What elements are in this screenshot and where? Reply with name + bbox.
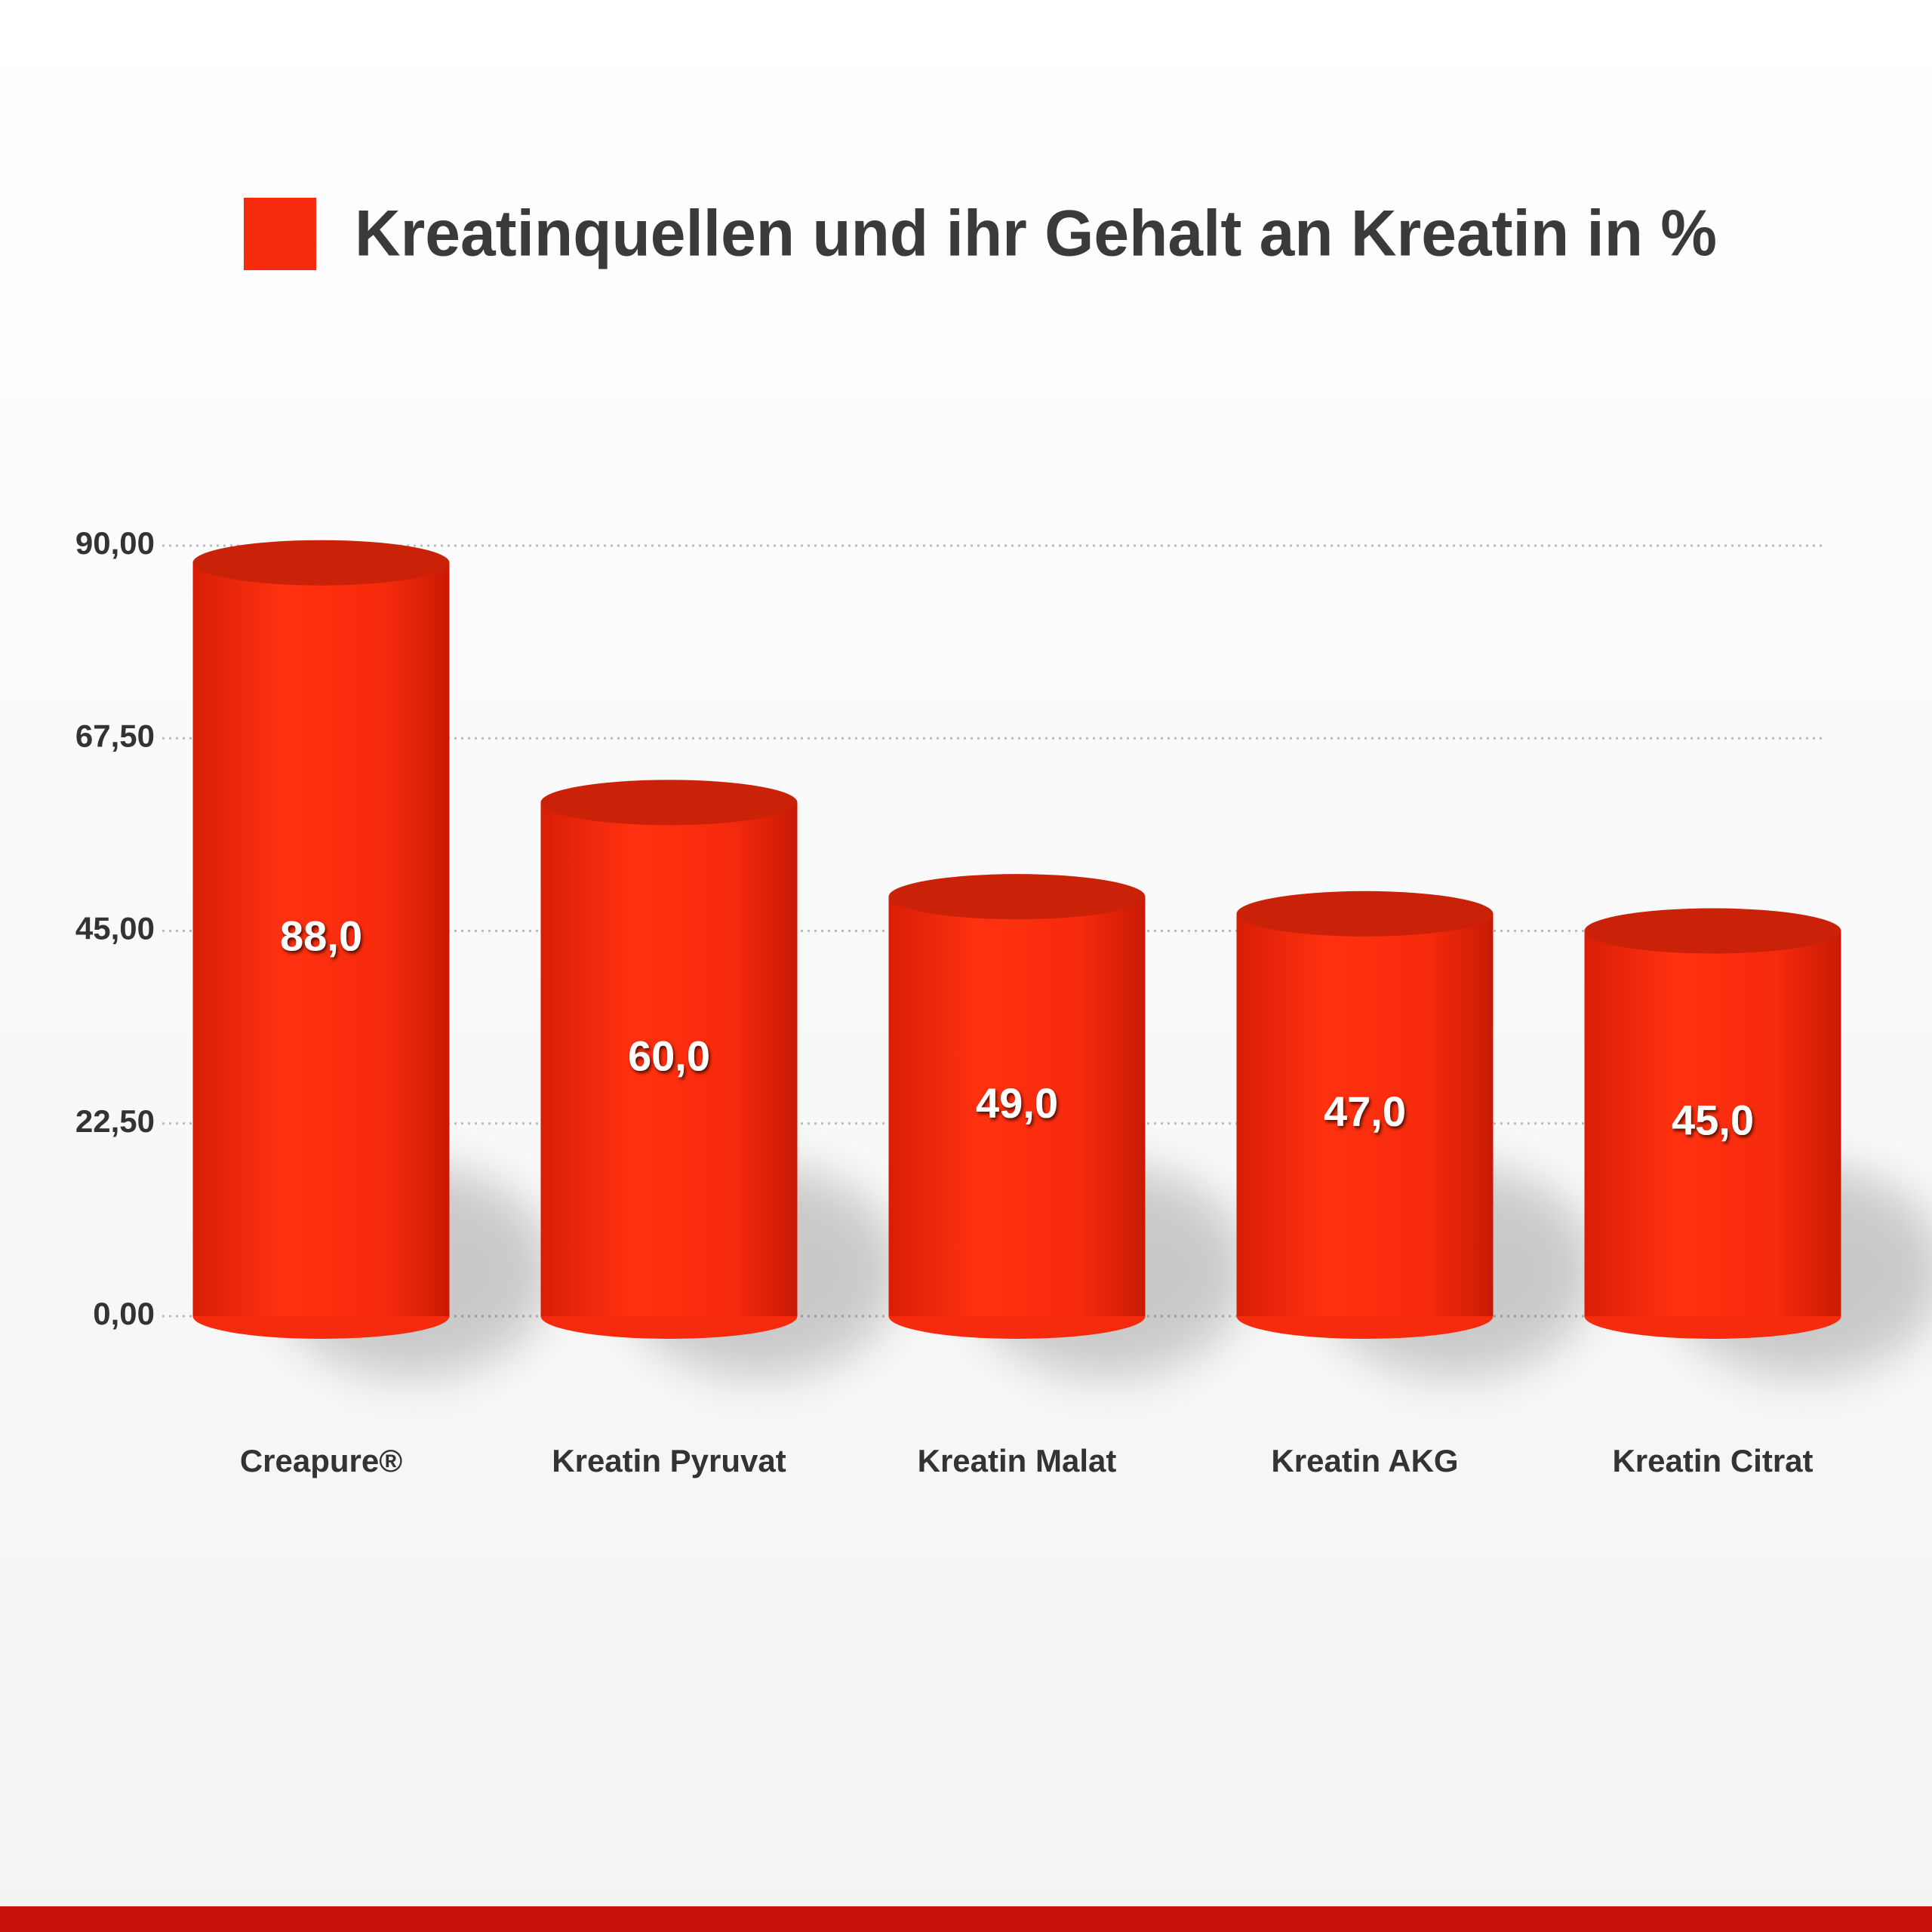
x-tick-label: Kreatin Pyruvat (552, 1443, 786, 1478)
y-tick-label: 0,00 (93, 1296, 155, 1331)
bar-top (192, 540, 450, 586)
value-label: 88,0 (280, 912, 362, 960)
x-tick-label: Kreatin Citrat (1612, 1443, 1813, 1478)
bar (1236, 913, 1494, 1316)
x-tick-label: Kreatin AKG (1271, 1443, 1458, 1478)
value-label: 47,0 (1324, 1088, 1406, 1135)
y-tick-label: 90,00 (75, 525, 155, 561)
bar-top (1584, 908, 1841, 954)
footer-bar (0, 1906, 1932, 1932)
bar (540, 802, 798, 1316)
legend: Kreatinquellen und ihr Gehalt an Kreatin… (244, 198, 1717, 270)
bar-top (888, 874, 1146, 920)
legend-label: Kreatinquellen und ihr Gehalt an Kreatin… (355, 198, 1717, 270)
x-tick-label: Creapure® (240, 1443, 402, 1478)
bar-top (1236, 891, 1494, 937)
value-label: 45,0 (1672, 1097, 1754, 1144)
y-tick-label: 45,00 (75, 911, 155, 946)
bar-top (540, 780, 798, 826)
x-tick-label: Kreatin Malat (918, 1443, 1117, 1478)
value-label: 49,0 (976, 1079, 1058, 1127)
y-tick-label: 22,50 (75, 1103, 155, 1139)
bar (192, 562, 450, 1316)
bar (888, 897, 1146, 1316)
value-label: 60,0 (628, 1032, 710, 1079)
bar (1584, 931, 1841, 1316)
y-tick-label: 67,50 (75, 718, 155, 753)
legend-swatch (244, 198, 316, 270)
